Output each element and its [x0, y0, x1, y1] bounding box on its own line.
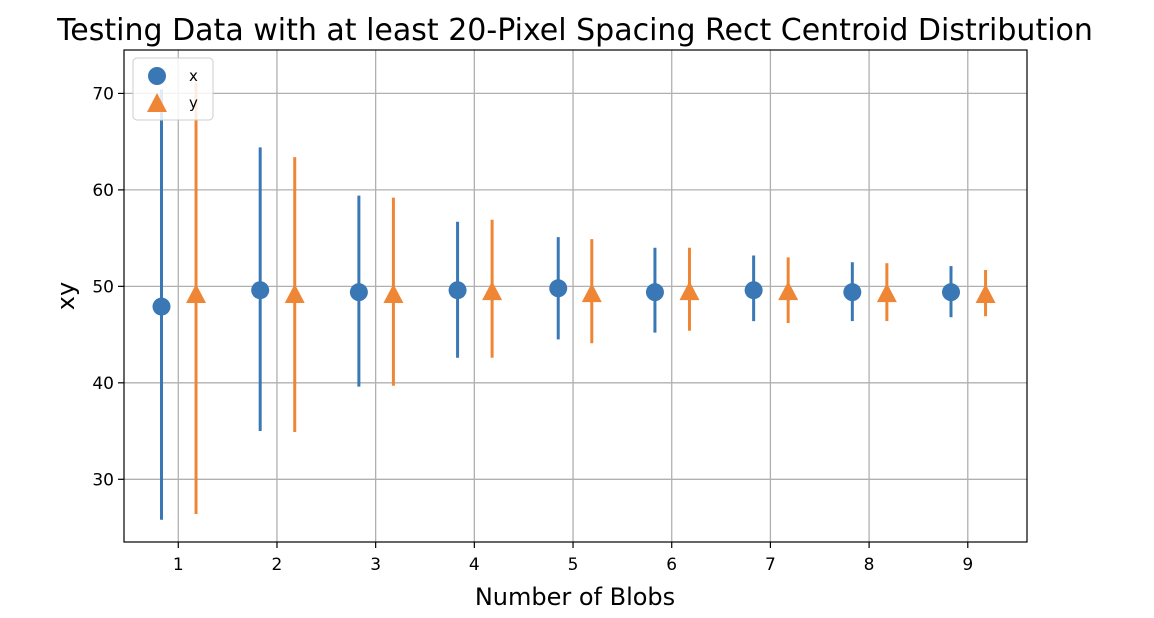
grid	[124, 50, 1027, 542]
point-y	[679, 281, 700, 301]
x-tick-label: 7	[765, 555, 776, 575]
point-x	[843, 283, 862, 302]
x-tick-label: 6	[666, 555, 677, 575]
x-tick-label: 9	[962, 555, 973, 575]
legend-box	[132, 57, 214, 121]
point-y	[482, 281, 503, 301]
y-tick-label: 40	[92, 374, 114, 394]
x-tick-label: 1	[173, 555, 184, 575]
point-y	[383, 284, 404, 304]
point-y	[581, 283, 602, 303]
chart-title: Testing Data with at least 20-Pixel Spac…	[56, 13, 1093, 48]
x-tick-label: 8	[864, 555, 875, 575]
point-y	[876, 283, 897, 303]
legend-marker-x	[148, 67, 166, 85]
point-y	[186, 284, 207, 304]
y-tick-label: 70	[92, 84, 114, 104]
y-axis-label: xy	[52, 282, 80, 310]
y-tick-label: 30	[92, 470, 114, 490]
legend: x y	[132, 57, 214, 121]
point-x	[152, 297, 171, 316]
y-tick-label: 50	[92, 277, 114, 297]
plot-area-frame	[123, 49, 1028, 543]
point-x	[549, 279, 568, 298]
x-axis-label: Number of Blobs	[475, 583, 675, 611]
point-x	[942, 283, 961, 302]
x-tick-label: 5	[568, 555, 579, 575]
legend-label-y: y	[189, 94, 198, 112]
point-x	[645, 283, 664, 302]
legend-marker-y	[147, 93, 167, 112]
axis-ticks: 1 2 3 4 5 6 7 8 9 30 40 50 60 70	[92, 84, 973, 575]
point-y	[975, 284, 996, 304]
x-tick-label: 3	[370, 555, 381, 575]
data-series	[152, 82, 996, 520]
legend-label-x: x	[189, 67, 198, 85]
x-tick-label: 2	[272, 555, 283, 575]
point-y	[778, 281, 799, 301]
point-x	[251, 281, 270, 300]
x-tick-label: 4	[469, 555, 480, 575]
point-y	[284, 284, 305, 304]
point-x	[744, 281, 763, 300]
point-x	[448, 281, 467, 300]
y-tick-label: 60	[92, 181, 114, 201]
point-x	[349, 283, 368, 302]
